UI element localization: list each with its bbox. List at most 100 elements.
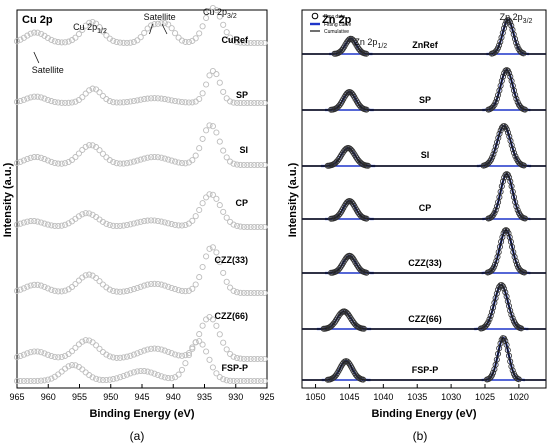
data-point: [34, 377, 41, 384]
data-point: [213, 322, 220, 329]
data-point: [44, 351, 51, 358]
data-point: [27, 218, 34, 225]
data-point: [58, 368, 65, 375]
data-point: [130, 369, 137, 376]
fit-curve: [474, 283, 529, 331]
data-point: [209, 244, 216, 251]
data-point: [120, 39, 127, 46]
panel-a-series: CuRef SP SI CP CZZ(33) CZZ(66) FSP-P: [13, 4, 268, 385]
annotation-cu2p-three-half: Cu 2p3/2: [203, 7, 237, 20]
panel-b-x-axis: 1050 1045 1040 1035 1030 1025 1020: [306, 384, 529, 402]
annotation-arrow: [161, 23, 168, 35]
data-point: [494, 286, 501, 293]
x-tick-label: 930: [228, 392, 243, 402]
data-point: [506, 70, 513, 77]
data-point: [261, 223, 268, 231]
data-point: [65, 38, 72, 45]
series-label: SP: [236, 90, 248, 100]
data-point: [487, 312, 494, 319]
panel-b-annotations: Zn 2p1/2Zn 2p3/2: [354, 12, 532, 50]
data-point: [137, 34, 144, 41]
data-point: [196, 274, 203, 281]
data-point: [65, 220, 72, 227]
data-point: [490, 151, 497, 158]
data-point: [141, 29, 148, 36]
data-point: [41, 283, 48, 290]
data-point: [192, 339, 199, 346]
data-point: [144, 95, 151, 102]
data-point: [55, 288, 62, 295]
data-point: [251, 377, 258, 385]
data-point: [48, 158, 55, 165]
data-point: [68, 348, 76, 355]
data-point: [247, 289, 254, 297]
data-point: [106, 286, 113, 293]
data-point: [103, 376, 110, 384]
data-point: [237, 289, 244, 296]
data-point: [113, 354, 120, 361]
series-label: SP: [419, 95, 431, 105]
data-point: [240, 223, 247, 230]
data-point: [120, 372, 127, 380]
data-point: [363, 106, 370, 113]
series-curef: CuRef: [13, 4, 268, 47]
data-point: [189, 344, 196, 351]
data-point: [509, 146, 516, 153]
data-point: [258, 99, 265, 107]
series-cp: CP: [13, 191, 268, 231]
data-point: [68, 362, 76, 369]
data-point: [203, 81, 210, 88]
data-point: [209, 316, 216, 323]
data-point: [247, 99, 254, 107]
data-point: [86, 19, 93, 26]
data-point: [178, 287, 186, 294]
annotation-subscript: 3/2: [523, 18, 533, 25]
data-point: [223, 346, 230, 353]
cumulative-line: [302, 229, 546, 274]
data-point: [113, 375, 120, 382]
data-point: [165, 348, 172, 355]
data-point: [20, 219, 27, 226]
data-point: [113, 288, 120, 295]
data-point: [261, 39, 268, 47]
data-point: [233, 377, 241, 385]
data-point: [230, 37, 237, 44]
data-point: [490, 369, 497, 376]
data-point: [24, 95, 31, 102]
data-point: [151, 370, 158, 377]
data-point: [75, 150, 82, 157]
data-point: [216, 331, 223, 338]
data-point: [503, 126, 510, 133]
data-point: [261, 99, 268, 107]
data-point: [48, 375, 55, 382]
data-point: [134, 219, 141, 226]
data-point: [79, 366, 86, 373]
data-point: [110, 287, 117, 295]
data-point: [220, 208, 227, 215]
data-point: [38, 377, 45, 384]
data-point: [24, 218, 31, 225]
data-point: [31, 93, 38, 100]
data-point: [192, 281, 199, 288]
data-point: [106, 98, 113, 105]
x-tick-label: 960: [41, 392, 56, 402]
data-point: [185, 287, 192, 294]
data-point: [161, 282, 168, 289]
data-point: [178, 160, 186, 167]
data-point: [506, 133, 513, 140]
data-point: [38, 94, 45, 101]
data-point: [216, 138, 223, 145]
data-point: [106, 221, 113, 229]
data-point: [510, 87, 517, 94]
data-point: [55, 39, 62, 46]
data-point: [93, 20, 100, 27]
data-point: [491, 209, 498, 216]
data-point: [65, 99, 72, 106]
data-point: [65, 158, 72, 166]
data-point: [72, 154, 79, 161]
data-point: [175, 371, 182, 378]
data-point: [168, 375, 175, 382]
panel-b-x-label: Binding Energy (eV): [371, 408, 476, 420]
data-point: [199, 263, 206, 271]
